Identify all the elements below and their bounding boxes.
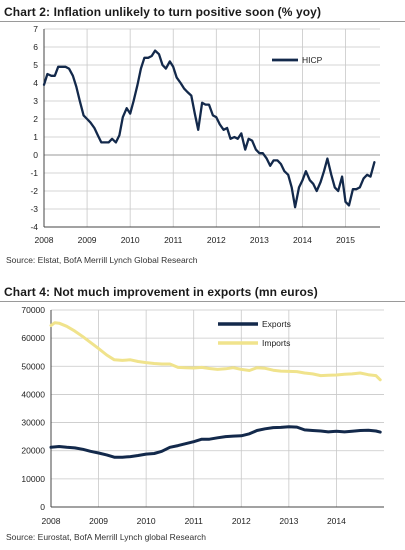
x-tick-label-2013: 2013	[279, 516, 298, 526]
chart-4-title-rule	[0, 301, 405, 302]
y-tick-label-2: 2	[33, 114, 38, 124]
chart-2-source: Source: Elstat, BofA Merrill Lynch Globa…	[6, 255, 198, 265]
series-line-exports	[49, 425, 382, 459]
chart-4-source: Source: Eurostat, BofA Merrill Lynch glo…	[6, 532, 207, 542]
chart-4-title: Chart 4: Not much improvement in exports…	[4, 285, 318, 299]
chart-4-plot: 70000 60000 50000 40000 30000 20000 10000 0 2008…	[21, 305, 384, 526]
x-tick-label-2015: 2015	[336, 235, 355, 245]
y-tick-label-6: 6	[33, 42, 38, 52]
legend-label-imports: Imports	[262, 338, 290, 348]
x-tick-label-2012: 2012	[232, 516, 251, 526]
series-line-hicp	[42, 49, 376, 209]
y-tick-label-4: 4	[33, 78, 38, 88]
x-tick-label-2009: 2009	[89, 516, 108, 526]
x-tick-label-2008: 2008	[35, 235, 54, 245]
x-tick-label-2014: 2014	[293, 235, 312, 245]
y-tick-label-0: 0	[40, 502, 45, 512]
x-tick-label-2012: 2012	[207, 235, 226, 245]
chart-2-plot: 7 6 5 4 3 2 1 0 -1 -2 -3 -4 2008 2009 2010 2011 2012 2013…	[30, 24, 380, 245]
y-tick-label-0: 0	[33, 150, 38, 160]
y-tick-label-2: -2	[30, 186, 38, 196]
y-tick-label-3: 3	[33, 96, 38, 106]
x-tick-label-2014: 2014	[327, 516, 346, 526]
y-tick-label-10000: 10000	[21, 474, 45, 484]
x-tick-label-2011: 2011	[164, 235, 183, 245]
y-tick-label-5: 5	[33, 60, 38, 70]
x-tick-label-2011: 2011	[185, 516, 204, 526]
y-tick-label-7: 7	[33, 24, 38, 34]
y-tick-label-50000: 50000	[21, 361, 45, 371]
chart-2-title-rule	[0, 21, 405, 22]
y-tick-label-40000: 40000	[21, 389, 45, 399]
y-tick-label-20000: 20000	[21, 446, 45, 456]
legend-label-exports: Exports	[262, 319, 291, 329]
x-tick-label-2010: 2010	[137, 516, 156, 526]
y-tick-label-1: 1	[33, 132, 38, 142]
y-tick-label-30000: 30000	[21, 418, 45, 428]
y-tick-label-60000: 60000	[21, 333, 45, 343]
x-tick-label-2010: 2010	[121, 235, 140, 245]
series-line-imports	[49, 321, 382, 382]
x-tick-label-2013: 2013	[250, 235, 269, 245]
x-tick-label-2009: 2009	[78, 235, 97, 245]
y-tick-label-70000: 70000	[21, 305, 45, 315]
y-tick-label-1: -1	[30, 168, 38, 178]
x-tick-label-2008: 2008	[42, 516, 61, 526]
y-tick-label-4: -4	[30, 222, 38, 232]
chart-2-title: Chart 2: Inflation unlikely to turn posi…	[4, 5, 322, 19]
y-tick-label-3: -3	[30, 204, 38, 214]
legend-label-hicp: HICP	[302, 55, 323, 65]
